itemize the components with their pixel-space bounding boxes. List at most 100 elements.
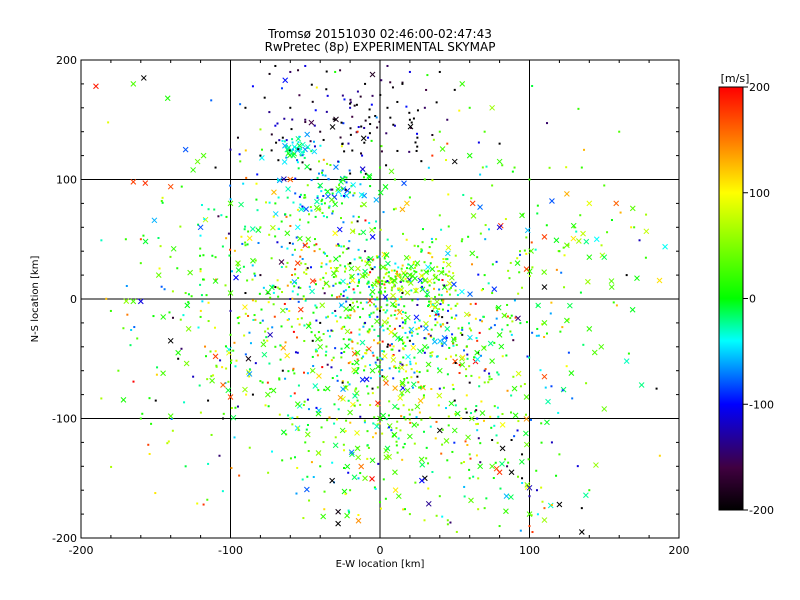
cross-marker <box>246 371 253 377</box>
dot-marker <box>480 400 483 403</box>
dot-marker <box>411 386 414 389</box>
dot-marker <box>337 160 340 163</box>
dot-marker <box>341 142 344 145</box>
dot-marker <box>320 171 323 174</box>
dot-marker <box>384 290 387 293</box>
dot-marker <box>376 356 379 359</box>
dot-marker <box>371 351 374 354</box>
dot-marker <box>353 258 356 261</box>
dot-marker <box>364 321 367 324</box>
dot-marker <box>517 420 520 423</box>
dot-marker <box>534 248 537 251</box>
dot-marker <box>360 357 363 360</box>
dot-marker <box>326 254 329 257</box>
dot-marker <box>466 353 469 356</box>
cross-marker <box>586 326 593 332</box>
dot-marker <box>393 269 396 272</box>
dot-marker <box>224 345 227 348</box>
cross-marker <box>656 277 663 284</box>
dot-marker <box>495 434 498 437</box>
dot-marker <box>478 376 481 379</box>
dot-marker <box>301 478 304 481</box>
dot-marker <box>336 374 339 377</box>
cross-marker <box>369 71 376 78</box>
cross-marker <box>496 469 503 476</box>
dot-marker <box>429 334 432 337</box>
dot-marker <box>340 327 343 330</box>
dot-marker <box>265 336 268 339</box>
dot-marker <box>490 378 493 381</box>
dot-marker <box>413 356 416 359</box>
dot-marker <box>427 166 430 169</box>
y-tick-label: 0 <box>70 293 77 306</box>
dot-marker <box>559 330 562 333</box>
cross-marker <box>382 294 389 300</box>
dot-marker <box>376 423 379 426</box>
cross-marker <box>267 331 273 338</box>
cross-marker <box>338 179 344 185</box>
dot-marker <box>361 307 364 310</box>
dot-marker <box>251 299 254 302</box>
dot-marker <box>161 196 164 199</box>
dot-marker <box>296 208 299 211</box>
dot-marker <box>405 267 408 270</box>
dot-marker <box>418 327 421 330</box>
cross-marker <box>209 377 215 384</box>
dot-marker <box>344 316 347 319</box>
dot-marker <box>261 148 264 151</box>
dot-marker <box>447 424 450 427</box>
dot-marker <box>365 301 368 304</box>
cross-marker <box>249 226 256 232</box>
dot-marker <box>509 317 512 320</box>
dot-marker <box>408 111 411 114</box>
dot-marker <box>354 388 357 391</box>
dot-marker <box>516 257 519 260</box>
dot-marker <box>394 300 397 303</box>
dot-marker <box>347 142 350 145</box>
dot-marker <box>463 461 466 464</box>
dot-marker <box>355 103 358 106</box>
dot-marker <box>376 126 379 129</box>
dot-marker <box>169 255 172 258</box>
dot-marker <box>344 493 347 496</box>
dot-marker <box>441 278 444 281</box>
cross-marker <box>489 463 495 470</box>
dot-marker <box>389 116 392 119</box>
cross-marker <box>316 373 322 379</box>
dot-marker <box>136 337 139 340</box>
cross-marker <box>340 386 346 392</box>
dot-marker <box>463 495 466 498</box>
dot-marker <box>258 292 261 295</box>
dot-marker <box>301 205 304 208</box>
dot-marker <box>187 301 190 304</box>
dot-marker <box>459 332 462 335</box>
dot-marker <box>316 176 319 179</box>
dot-marker <box>437 278 440 281</box>
cross-marker <box>160 314 167 320</box>
cross-marker <box>280 307 286 314</box>
dot-marker <box>382 329 385 332</box>
dot-marker <box>426 369 429 372</box>
dot-marker <box>456 294 459 297</box>
cross-marker <box>369 234 376 240</box>
dot-marker <box>280 87 283 90</box>
dot-marker <box>448 293 451 296</box>
dot-marker <box>438 70 441 73</box>
dot-marker <box>368 108 371 111</box>
dot-marker <box>339 136 342 139</box>
cross-marker <box>350 182 357 188</box>
cross-marker <box>299 149 305 156</box>
dot-marker <box>368 263 371 266</box>
dot-marker <box>348 286 351 289</box>
cross-marker <box>395 493 402 500</box>
cross-marker <box>575 238 582 244</box>
dot-marker <box>349 314 352 317</box>
dot-marker <box>311 100 314 103</box>
dot-marker <box>415 264 418 267</box>
dot-marker <box>506 465 509 468</box>
dot-marker <box>297 300 300 303</box>
cross-marker <box>470 213 477 219</box>
dot-marker <box>364 172 367 175</box>
dot-marker <box>361 154 364 157</box>
dot-marker <box>330 294 333 297</box>
